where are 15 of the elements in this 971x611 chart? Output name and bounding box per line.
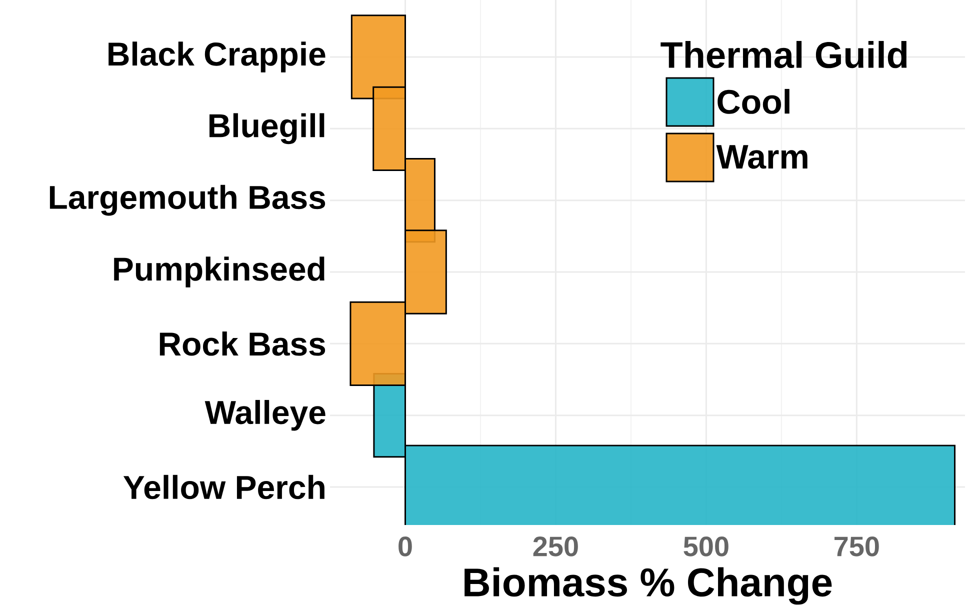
y-tick-label: Rock Bass	[160, 332, 326, 356]
y-tick-label: Black Crappie	[108, 42, 326, 72]
y-tick-label: Pumpkinseed	[114, 256, 324, 288]
legend-label: Warm	[716, 145, 808, 169]
y-tick-label: Yellow Perch	[123, 474, 324, 500]
legend-title: Thermal Guild	[660, 40, 907, 68]
x-tick-label: 500	[684, 536, 728, 556]
x-tick-label: 0	[398, 536, 412, 556]
x-tick-label: 250	[533, 536, 578, 556]
legend-label: Cool	[718, 88, 790, 114]
y-tick-label: Bluegill	[210, 113, 324, 144]
y-tick-label: Largemouth Bass	[50, 184, 326, 216]
x-axis-title: Biomass % Change	[464, 567, 832, 605]
y-tick-label: Walleye	[204, 400, 326, 431]
x-tick-label: 750	[834, 536, 879, 556]
